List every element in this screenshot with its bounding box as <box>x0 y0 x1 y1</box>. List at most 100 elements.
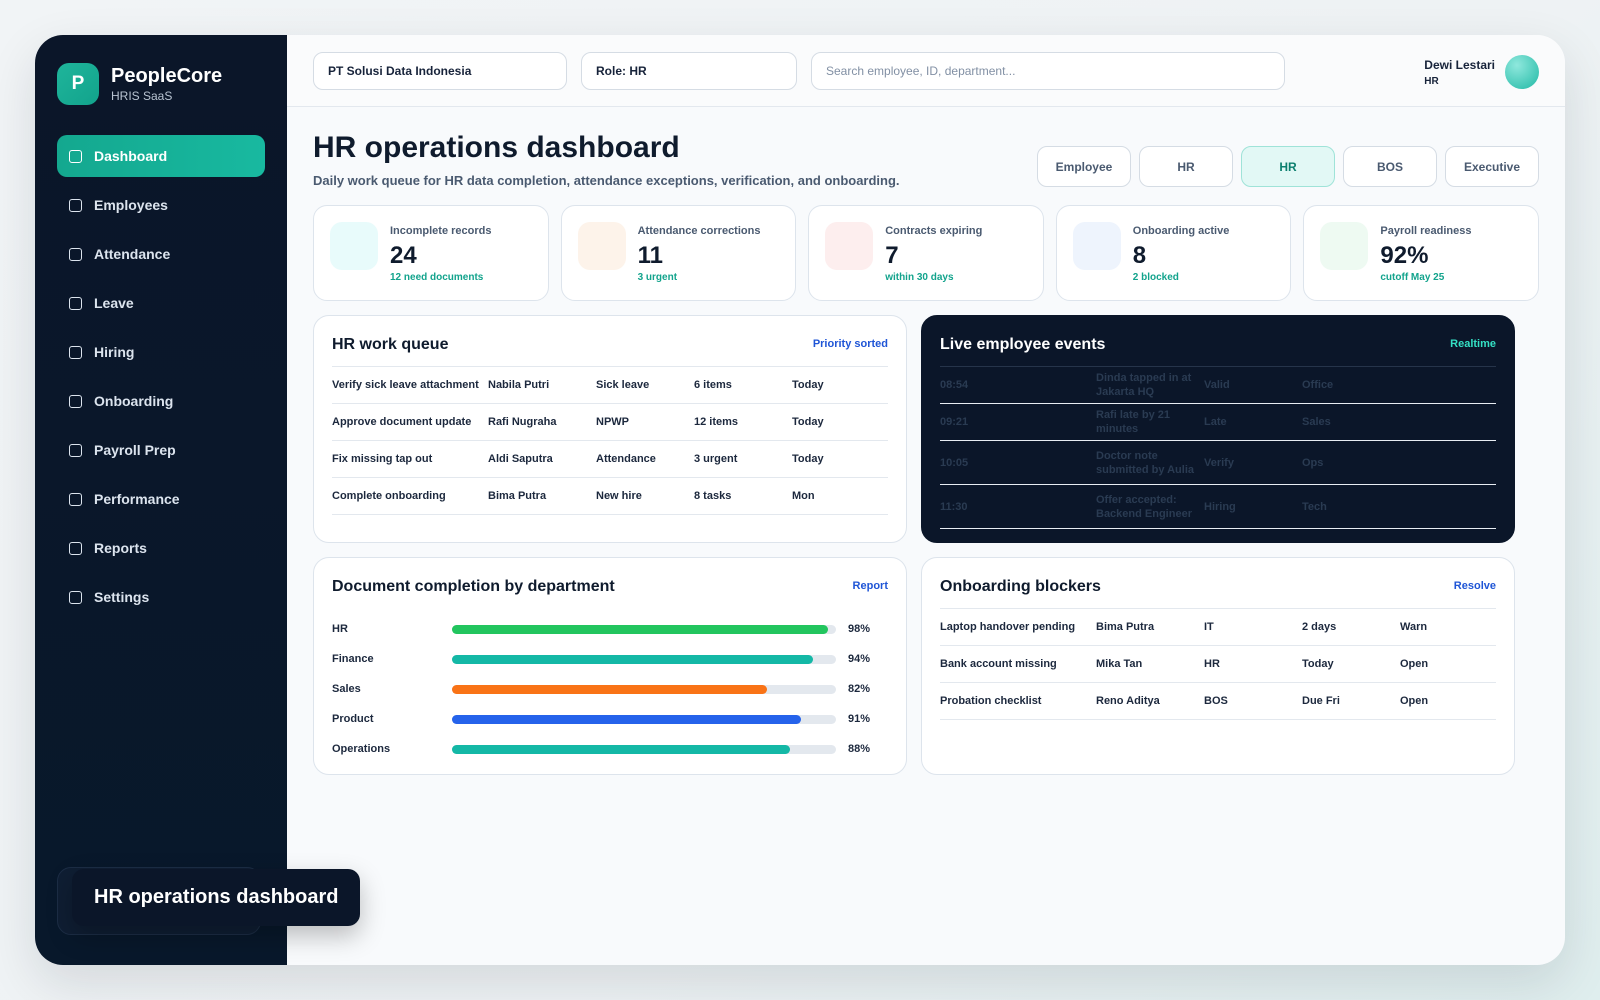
kpi-value: 24 <box>390 242 417 269</box>
sidebar-item-label: Leave <box>94 295 134 311</box>
bar-row: Sales 82% <box>332 674 888 704</box>
table-row[interactable]: Laptop handover pending Bima Putra IT 2 day… <box>940 609 1496 646</box>
role-tab-bos[interactable]: BOS <box>1343 146 1437 187</box>
table-row[interactable]: Fix missing tap out Aldi Saputra Attendanc… <box>332 441 888 478</box>
table-row[interactable]: Verify sick leave attachment Nabila Putri… <box>332 367 888 404</box>
sidebar-item-leave[interactable]: Leave <box>57 282 265 324</box>
table-cell: Attendance <box>596 453 656 465</box>
work-queue-title: HR work queue <box>332 336 449 353</box>
kpi-card[interactable]: Onboarding active 8 2 blocked <box>1055 205 1292 301</box>
doc-completion-panel: Document completion by department Report… <box>313 557 907 775</box>
sidebar-item-settings[interactable]: Settings <box>57 576 265 618</box>
table-cell: Bima Putra <box>1096 621 1155 633</box>
checkbox-icon <box>69 443 82 457</box>
table-cell: 10:05 <box>940 456 969 469</box>
user-menu[interactable]: Dewi Lestari HR <box>1424 55 1539 89</box>
sidebar-item-attendance[interactable]: Attendance <box>57 233 265 275</box>
bar-label: Finance <box>332 653 374 665</box>
kpi-card[interactable]: Incomplete records 24 12 need documents <box>313 205 549 301</box>
bar-track <box>452 624 836 634</box>
table-cell: HR <box>1204 658 1220 670</box>
table-row[interactable]: Complete onboarding Bima Putra New hire 8 t… <box>332 478 888 515</box>
kpi-card[interactable]: Payroll readiness 92% cutoff May 25 <box>1303 205 1539 301</box>
sidebar-item-dashboard[interactable]: Dashboard <box>57 135 265 177</box>
bar-value: 94% <box>848 653 871 665</box>
bar-label: Product <box>332 713 374 725</box>
page-toast: HR operations dashboard <box>72 869 361 926</box>
role-tab-hr[interactable]: HR <box>1241 146 1335 187</box>
brand-name: PeopleCore <box>111 64 223 87</box>
table-row[interactable]: 09:21 Rafi late by 21 minutes Late Sales <box>940 404 1496 441</box>
table-cell: Offer accepted: Backend Engineer <box>1096 493 1192 520</box>
table-cell: Reno Aditya <box>1096 695 1160 707</box>
kpi-card[interactable]: Attendance corrections 11 3 urgent <box>560 205 797 301</box>
search-input[interactable]: Search employee, ID, department... <box>811 52 1285 90</box>
topbar: PT Solusi Data Indonesia Role: HR Search… <box>287 35 1565 107</box>
live-events-panel: Live employee events Realtime 08:54 Dinda… <box>921 315 1515 543</box>
bar-label: Sales <box>332 683 361 695</box>
table-cell: Doctor note submitted by Aulia <box>1096 449 1194 476</box>
page-title: HR operations dashboard <box>313 131 680 164</box>
sidebar-item-employees[interactable]: Employees <box>57 184 265 226</box>
sidebar-item-onboarding[interactable]: Onboarding <box>57 380 265 422</box>
bar-track <box>452 714 836 724</box>
work-queue-sort-link[interactable]: Priority sorted <box>812 338 888 350</box>
bar-track <box>452 744 836 754</box>
table-cell: Verify <box>1204 456 1234 469</box>
table-cell: BOS <box>1204 695 1228 707</box>
table-cell: Aldi Saputra <box>488 453 553 465</box>
sidebar-item-performance[interactable]: Performance <box>57 478 265 520</box>
table-cell: Ops <box>1302 456 1324 469</box>
kpi-icon <box>1320 222 1369 270</box>
brand[interactable]: P PeopleCore HRIS SaaS <box>57 63 222 105</box>
sidebar-item-label: Onboarding <box>94 393 174 409</box>
table-row[interactable]: 10:05 Doctor note submitted by Aulia Verif… <box>940 441 1496 485</box>
table-row[interactable]: 08:54 Dinda tapped in at Jakarta HQ Valid O… <box>940 367 1496 404</box>
role-tab-executive[interactable]: Executive <box>1445 146 1539 187</box>
table-cell: 3 urgent <box>694 453 738 465</box>
kpi-value: 8 <box>1132 242 1147 269</box>
sidebar-item-reports[interactable]: Reports <box>57 527 265 569</box>
role-selector[interactable]: Role: HR <box>581 52 797 90</box>
table-cell: Fix missing tap out <box>332 453 433 465</box>
bar-fill <box>452 714 802 724</box>
realtime-badge[interactable]: Realtime <box>1450 338 1496 350</box>
role-tab-employee[interactable]: Employee <box>1037 146 1131 187</box>
table-cell: 6 items <box>694 379 732 391</box>
table-cell: Rafi late by 21 minutes <box>1096 409 1170 435</box>
sidebar-item-label: Payroll Prep <box>94 442 176 458</box>
company-selector[interactable]: PT Solusi Data Indonesia <box>313 52 567 90</box>
table-row[interactable]: Probation checklist Reno Aditya BOS Due Fri… <box>940 683 1496 720</box>
sidebar-nav: Dashboard Employees Attendance Leave Hiring O… <box>57 135 265 625</box>
report-link[interactable]: Report <box>852 580 888 592</box>
table-cell: Warn <box>1400 621 1428 633</box>
table-row[interactable]: 11:30 Offer accepted: Backend Engineer Hir… <box>940 485 1496 529</box>
resolve-link[interactable]: Resolve <box>1453 580 1496 592</box>
role-tab-hr[interactable]: HR <box>1139 146 1233 187</box>
bar-row: Operations 88% <box>332 734 888 764</box>
table-cell: Sick leave <box>596 379 650 391</box>
doc-completion-bars: HR 98% Finance 94% Sales 82% Product 91% Operati… <box>332 614 888 764</box>
checkbox-icon <box>69 247 82 261</box>
kpi-card[interactable]: Contracts expiring 7 within 30 days <box>808 205 1044 301</box>
kpi-note: cutoff May 25 <box>1380 272 1445 283</box>
page-subtitle: Daily work queue for HR data completion,… <box>313 173 900 188</box>
table-cell: Hiring <box>1204 500 1236 513</box>
avatar[interactable] <box>1505 55 1539 89</box>
kpi-value: 11 <box>637 242 663 269</box>
sidebar-item-label: Performance <box>94 491 180 507</box>
main-content: PT Solusi Data Indonesia Role: HR Search… <box>287 35 1565 965</box>
kpi-label: Onboarding active <box>1132 225 1230 237</box>
bar-fill <box>452 654 813 664</box>
checkbox-icon <box>69 296 82 310</box>
sidebar-item-hiring[interactable]: Hiring <box>57 331 265 373</box>
table-row[interactable]: Approve document update Rafi Nugraha NPWP 1… <box>332 404 888 441</box>
table-cell: 11:30 <box>940 500 968 513</box>
onboarding-blockers-title: Onboarding blockers <box>940 578 1101 595</box>
table-row[interactable]: Bank account missing Mika Tan HR Today Open <box>940 646 1496 683</box>
table-cell: Office <box>1302 379 1334 391</box>
user-role: HR <box>1424 75 1439 87</box>
table-cell: 12 items <box>694 416 739 428</box>
sidebar-item-payroll-prep[interactable]: Payroll Prep <box>57 429 265 471</box>
kpi-icon <box>330 222 378 270</box>
